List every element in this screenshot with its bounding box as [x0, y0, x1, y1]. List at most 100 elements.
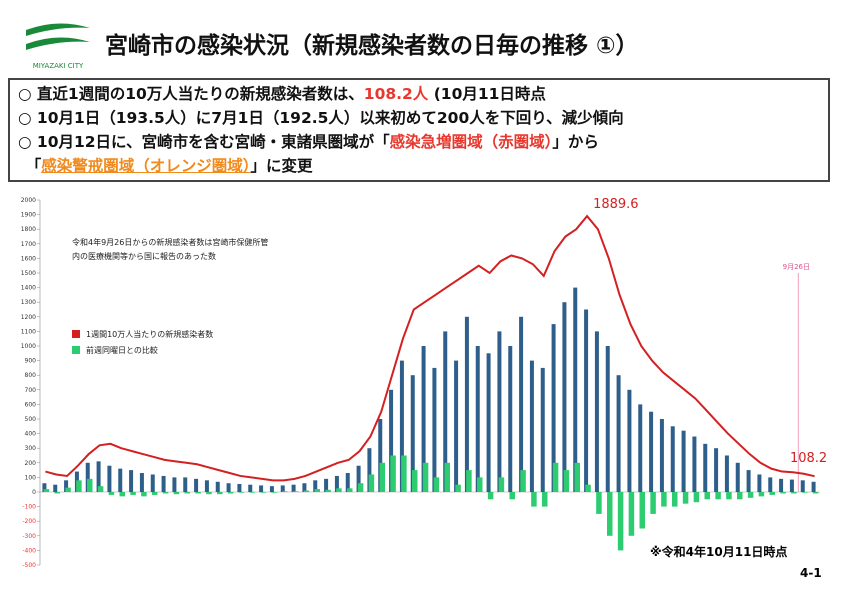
data-label: 108.2	[790, 451, 827, 466]
bar	[573, 287, 578, 492]
y-tick-label: -400	[22, 547, 36, 554]
bar	[357, 483, 364, 492]
y-tick-label: -100	[22, 504, 36, 511]
y-tick-label: -500	[22, 562, 36, 569]
bullet-text: (10月11日時点	[428, 85, 546, 103]
bar	[87, 478, 93, 492]
bar	[194, 478, 199, 492]
chart: -500 -400 -300 -200 -100 0 100 200 300 400 500 600 7…	[21, 197, 827, 569]
bar	[227, 492, 234, 494]
bar	[811, 481, 816, 492]
bar	[509, 492, 515, 500]
bar	[347, 488, 353, 492]
bar	[703, 443, 708, 492]
bar	[737, 492, 743, 500]
bar	[141, 492, 147, 497]
bar	[325, 489, 331, 492]
note: 令和4年9月26日からの新規感染者数は宮崎市保健所管内の医療機関等から国に報告の…	[72, 238, 268, 261]
bar	[118, 468, 123, 492]
bar	[596, 492, 602, 514]
bar	[791, 492, 797, 494]
bar	[670, 426, 675, 492]
y-tick-label: 200	[25, 460, 37, 467]
bar	[682, 492, 689, 504]
bullet-text: 感染警戒圏域（オレンジ圏域）	[41, 157, 251, 175]
bullet-text: 「	[18, 157, 42, 175]
y-tick-label: 2000	[21, 197, 36, 204]
bar	[681, 430, 686, 492]
bar	[401, 455, 407, 492]
bar	[379, 462, 385, 492]
bar	[735, 462, 740, 492]
summary-box: ○ 直近1週間の10万人当たりの新規感染者数は、108.2人 (10月11日時点…	[8, 78, 830, 182]
bar	[76, 480, 82, 492]
bar	[746, 470, 751, 492]
bar	[607, 492, 613, 536]
bar	[217, 492, 223, 495]
bullet-text: ○ 10月12日に、宮崎市を含む宮崎・東諸県圏域が「	[18, 133, 390, 151]
bar	[487, 492, 494, 500]
y-tick-label: 1700	[21, 241, 36, 248]
bar	[649, 411, 654, 492]
y-tick-label: 1100	[21, 328, 36, 335]
y-tick-label: 0	[32, 489, 36, 496]
bar	[367, 448, 372, 492]
bar	[195, 492, 201, 494]
bar	[812, 492, 819, 494]
bar	[422, 462, 429, 492]
bar	[248, 484, 253, 492]
bar	[617, 492, 624, 551]
bar	[529, 360, 534, 492]
bar	[172, 477, 177, 492]
note-box	[70, 234, 275, 284]
bar	[768, 477, 773, 492]
bar	[757, 474, 762, 492]
bar	[237, 483, 242, 492]
bar	[519, 316, 524, 492]
bar	[150, 474, 155, 492]
y-tick-label: 500	[25, 416, 37, 423]
logo: MIYAZAKI CITY	[26, 23, 90, 70]
legend-label: 1週間10万人当たりの新規感染者数	[86, 329, 213, 339]
bar	[302, 483, 307, 492]
bar	[605, 346, 610, 492]
date-marker-label: 9月26日	[783, 263, 810, 271]
bar	[444, 462, 450, 492]
bar	[410, 375, 415, 492]
y-tick-label: 1000	[21, 343, 36, 350]
bar	[574, 462, 580, 492]
bar	[238, 492, 245, 493]
bar	[53, 484, 58, 492]
y-tick-label: 1900	[21, 212, 36, 219]
bar	[280, 485, 285, 492]
bar	[584, 309, 589, 492]
bar	[726, 492, 732, 500]
bar	[594, 331, 599, 492]
legend-swatch	[72, 330, 80, 338]
bar	[454, 360, 459, 492]
bar	[455, 484, 461, 492]
bar	[497, 331, 502, 492]
bar	[378, 419, 383, 492]
y-tick-label: 800	[25, 372, 37, 379]
line	[45, 214, 815, 482]
logo-text: MIYAZAKI CITY	[33, 62, 84, 70]
y-tick-label: 100	[25, 474, 37, 481]
bar	[802, 492, 808, 493]
bar	[206, 492, 212, 495]
bar	[628, 492, 635, 536]
bar	[183, 477, 188, 492]
footnote: ※令和4年10月11日時点	[650, 545, 788, 559]
bar	[520, 470, 526, 492]
bar	[215, 481, 220, 492]
bar	[345, 473, 350, 492]
y-tick-label: 700	[25, 387, 37, 394]
bar	[85, 462, 90, 492]
bar	[789, 479, 794, 492]
y-tick-label: 300	[25, 445, 37, 452]
bar	[466, 470, 472, 492]
bar	[704, 492, 710, 500]
y-tick-label: 1200	[21, 314, 36, 321]
y-tick-label: 900	[25, 358, 37, 365]
